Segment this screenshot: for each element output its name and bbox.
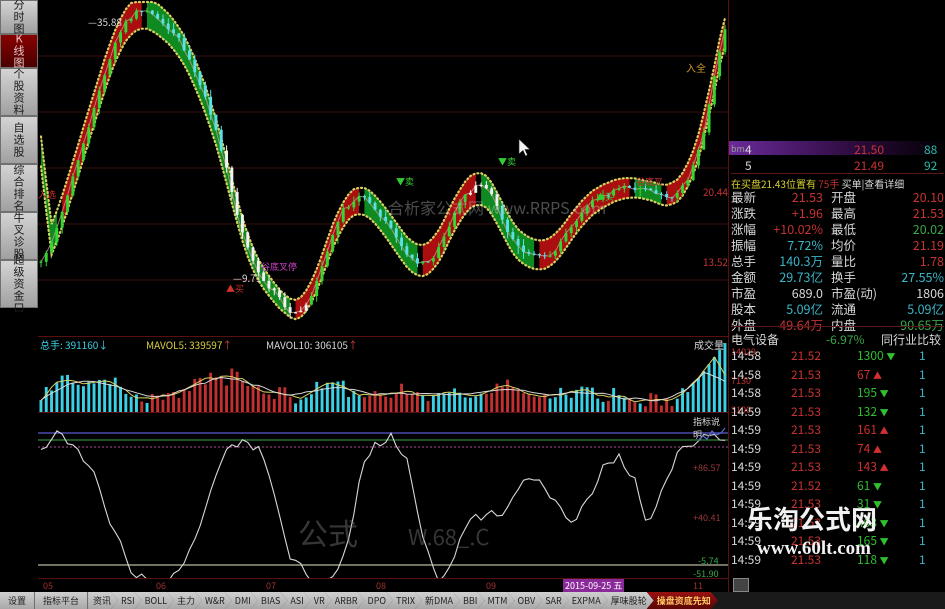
svg-text:W.68_.C: W.68_.C bbox=[408, 520, 489, 552]
svg-text:公式: 公式 bbox=[298, 510, 358, 554]
